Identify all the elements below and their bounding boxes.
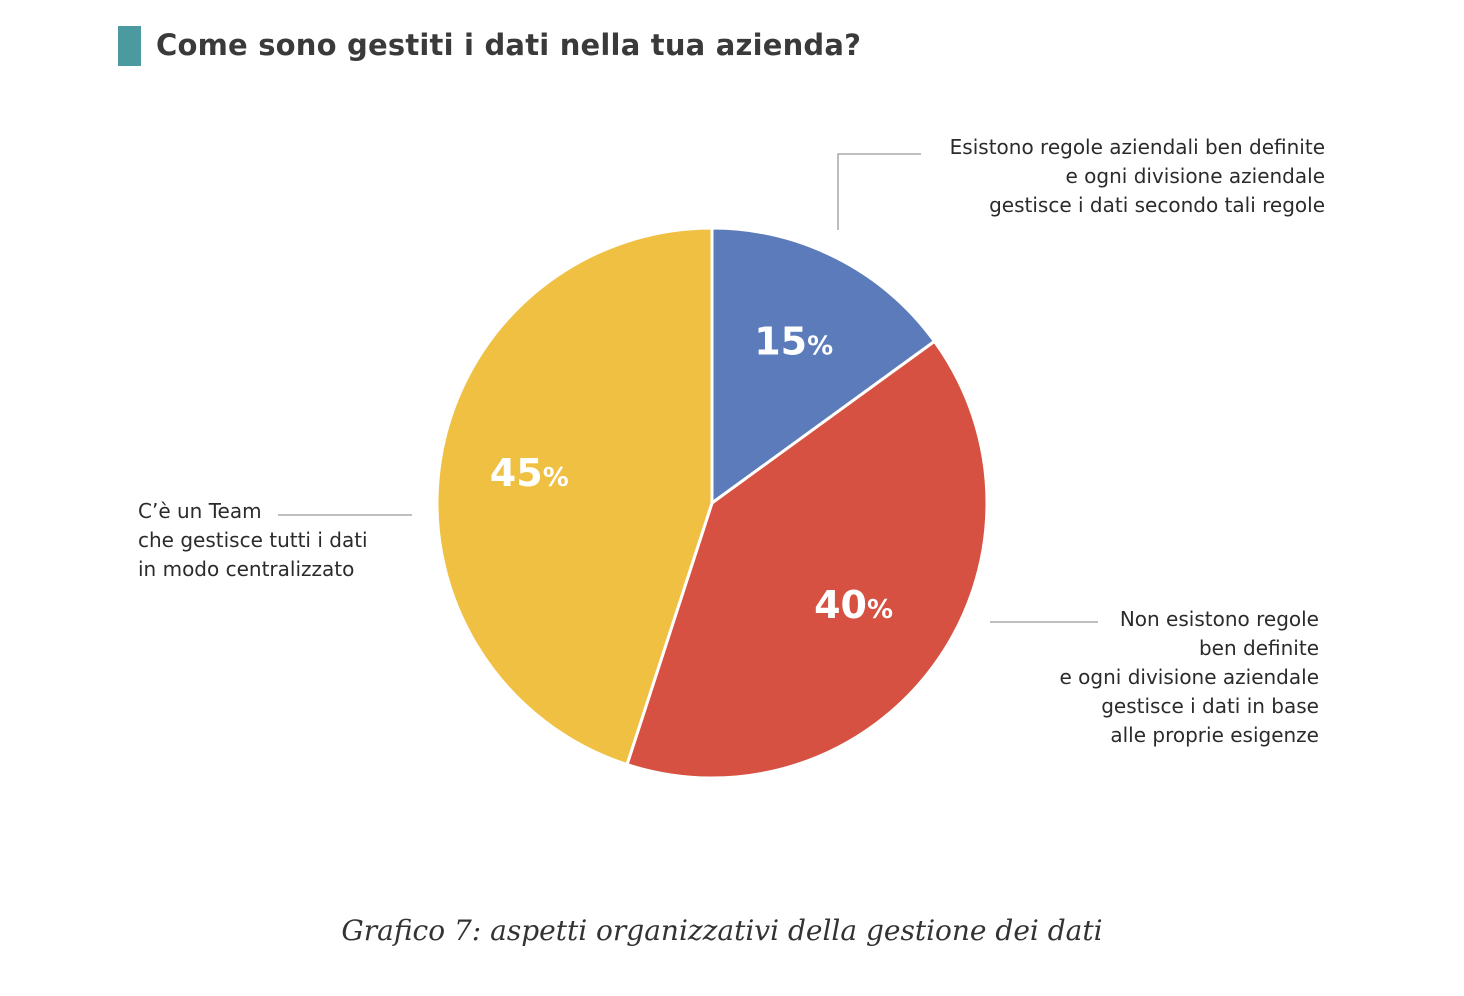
pie-slices: [435, 226, 989, 780]
callout-label-slice-1: Esistono regole aziendali ben definite e…: [949, 135, 1325, 217]
pie-slice-3: [435, 226, 714, 767]
title-accent-bar: [118, 26, 141, 66]
callout-label-slice-3: C’è un Team che gestisce tutti i dati in…: [138, 499, 368, 581]
pie-slice-2: [625, 339, 989, 780]
leader-line-slice-1: [837, 153, 921, 230]
figure-caption: Grafico 7: aspetti organizzativi della g…: [341, 914, 1103, 947]
pie-slice-1: [710, 226, 936, 505]
chart-title: Come sono gestiti i dati nella tua azien…: [156, 28, 862, 62]
slice-value-label-2: 40%: [814, 583, 893, 627]
callout-label-slice-2: Non esistono regole ben definite e ogni …: [1059, 607, 1319, 747]
slice-value-labels: 15% 40% 45%: [490, 320, 893, 627]
slice-value-label-3: 45%: [490, 451, 569, 495]
slice-value-label-1: 15%: [754, 320, 833, 364]
callout-leader-lines: [278, 153, 1098, 623]
